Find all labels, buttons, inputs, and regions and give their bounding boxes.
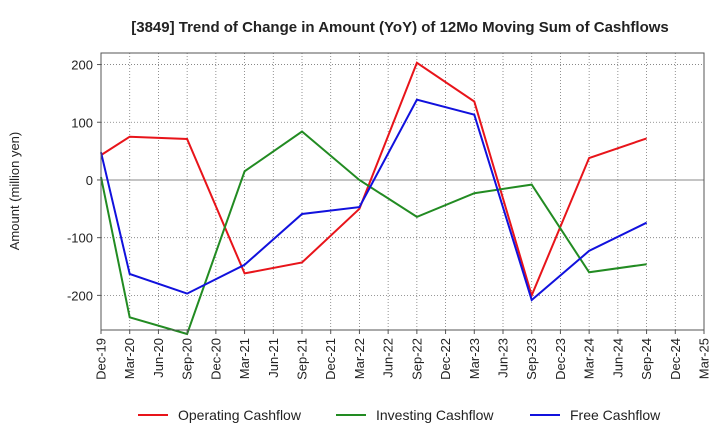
legend-label: Operating Cashflow bbox=[178, 407, 302, 423]
y-tick-label: 200 bbox=[71, 58, 93, 73]
x-tick-label: Dec-22 bbox=[438, 338, 453, 380]
legend-label: Investing Cashflow bbox=[376, 407, 494, 423]
x-tick-label: Mar-21 bbox=[237, 338, 252, 379]
x-tick-label: Jun-24 bbox=[610, 338, 625, 378]
x-tick-label: Dec-20 bbox=[208, 338, 223, 380]
x-tick-label: Sep-22 bbox=[409, 338, 424, 380]
y-tick-label: 0 bbox=[86, 173, 93, 188]
x-tick-label: Dec-23 bbox=[553, 338, 568, 380]
x-tick-label: Mar-20 bbox=[122, 338, 137, 379]
grid-layer bbox=[101, 53, 704, 330]
x-tick-label: Mar-24 bbox=[582, 338, 597, 379]
y-axis-label: Amount (million yen) bbox=[7, 132, 22, 251]
x-tick-label: Jun-20 bbox=[151, 338, 166, 378]
x-tick-label: Jun-22 bbox=[381, 338, 396, 378]
y-tick-label: 100 bbox=[71, 115, 93, 130]
x-tick-label: Jun-23 bbox=[496, 338, 511, 378]
x-tick-label: Mar-22 bbox=[352, 338, 367, 379]
x-tick-label: Dec-24 bbox=[668, 338, 683, 380]
series-layer bbox=[101, 63, 647, 334]
plot-frame bbox=[101, 53, 704, 330]
legend-label: Free Cashflow bbox=[570, 407, 661, 423]
x-tick-label: Dec-19 bbox=[94, 338, 109, 380]
series-line-free-cashflow bbox=[101, 100, 647, 300]
x-tick-label: Mar-25 bbox=[697, 338, 712, 379]
series-line-investing-cashflow bbox=[101, 132, 647, 335]
x-tick-label: Jun-21 bbox=[266, 338, 281, 378]
legend: Operating Cashflow Investing Cashflow Free… bbox=[138, 407, 661, 423]
y-tick-label: -200 bbox=[67, 288, 93, 303]
y-tick-label: -100 bbox=[67, 231, 93, 246]
x-tick-label: Sep-20 bbox=[180, 338, 195, 380]
x-tick-label: Sep-23 bbox=[524, 338, 539, 380]
x-tick-label: Dec-21 bbox=[323, 338, 338, 380]
x-tick-label: Sep-21 bbox=[295, 338, 310, 380]
x-tick-label: Sep-24 bbox=[639, 338, 654, 380]
x-tick-label: Mar-23 bbox=[467, 338, 482, 379]
chart-title: [3849] Trend of Change in Amount (YoY) o… bbox=[131, 19, 669, 36]
axis-layer: 200 100 0 -100 -200 Dec-19 Mar-20 Jun-20 Sep-20 D… bbox=[67, 53, 712, 380]
